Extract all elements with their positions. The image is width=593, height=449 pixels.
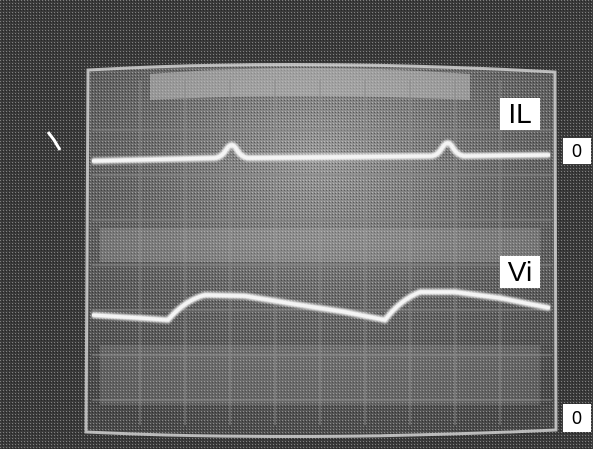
il-trace <box>91 140 551 164</box>
il-label: IL <box>500 98 540 130</box>
glare-mark <box>46 131 62 151</box>
zero-marker-bottom: 0 <box>563 404 591 432</box>
graticule <box>92 80 552 425</box>
zero-marker-top: 0 <box>563 138 591 164</box>
vi-trace <box>91 289 551 324</box>
vi-label: Vi <box>500 256 540 288</box>
